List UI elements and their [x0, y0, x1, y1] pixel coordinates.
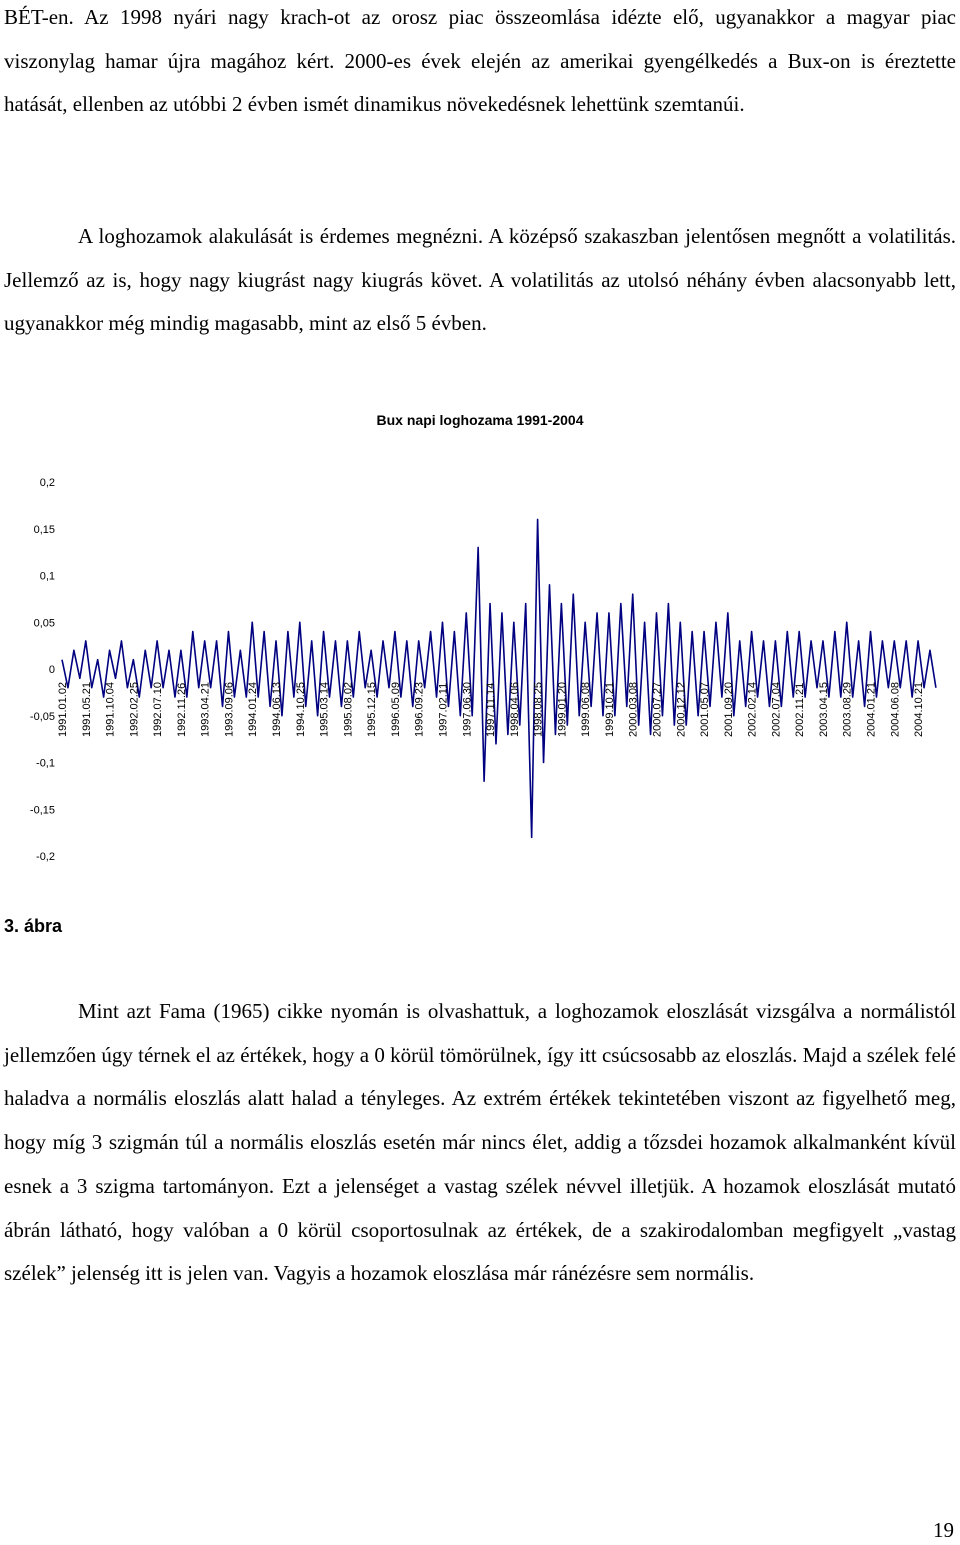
- x-tick-label: 1998.08.25: [533, 682, 545, 737]
- x-tick-label: 2003.04.15: [818, 682, 830, 737]
- x-tick-label: 2000.12.12: [675, 682, 687, 737]
- x-tick-label: 2002.07.04: [770, 682, 782, 737]
- y-tick-label: 0: [49, 664, 55, 676]
- y-tick-label: 0,2: [40, 477, 55, 489]
- x-tick-label: 1996.09.23: [414, 682, 426, 737]
- x-tick-label: 1999.06.08: [580, 682, 592, 737]
- x-tick-label: 1991.01.02: [57, 682, 69, 737]
- x-tick-label: 2004.10.21: [913, 682, 925, 737]
- caption: 3. ábra: [4, 916, 63, 936]
- x-tick-label: 1991.10.04: [105, 682, 117, 737]
- y-tick-label: -0,2: [36, 851, 55, 863]
- x-tick-label: 2003.08.29: [842, 682, 854, 737]
- y-tick-label: 0,05: [34, 617, 55, 629]
- x-tick-label: 1993.09.06: [223, 682, 235, 737]
- y-tick-label: -0,05: [30, 711, 55, 723]
- x-tick-label: 2001.09.20: [723, 682, 735, 737]
- x-tick-label: 1999.10.21: [604, 682, 616, 737]
- x-tick-label: 1997.06.30: [461, 682, 473, 737]
- y-tick-label: 0,1: [40, 571, 55, 583]
- page-number: 19: [933, 1518, 954, 1542]
- x-tick-label: 1994.06.13: [271, 682, 283, 737]
- x-tick-label: 1995.08.02: [342, 682, 354, 737]
- paragraph: Mint azt Fama (1965) cikke nyomán is olv…: [4, 999, 956, 1286]
- x-tick-label: 1995.12.15: [366, 682, 378, 737]
- chart-title: Bux napi loghozama 1991-2004: [377, 412, 584, 428]
- x-tick-label: 1993.04.21: [200, 682, 212, 737]
- x-tick-label: 1999.01.20: [556, 682, 568, 737]
- paragraph: BÉT-en. Az 1998 nyári nagy krach-ot az o…: [4, 5, 956, 117]
- x-tick-label: 1997.11.14: [485, 683, 497, 737]
- y-tick-label: -0,1: [36, 758, 55, 770]
- x-tick-label: 2004.01.21: [866, 682, 878, 737]
- x-tick-label: 1996.05.09: [390, 682, 402, 737]
- x-tick-label: 2000.07.27: [652, 682, 664, 737]
- paragraph: A loghozamok alakulását is érdemes megné…: [4, 224, 956, 336]
- x-tick-label: 1994.01.24: [247, 682, 259, 737]
- x-tick-label: 2002.11.21: [794, 683, 806, 737]
- x-tick-label: 1992.02.25: [128, 682, 140, 737]
- y-tick-label: -0,15: [30, 804, 55, 816]
- chart: Bux napi loghozama 1991-2004 0,2 0,15 0,1 0…: [30, 412, 937, 863]
- x-tick-label: 2001.05.07: [699, 682, 711, 737]
- x-tick-label: 2002.02.14: [747, 682, 759, 737]
- x-tick-label: 1991.05.21: [81, 682, 93, 737]
- x-tick-label: 2000.03.08: [628, 682, 640, 737]
- line: [61, 518, 937, 839]
- x-tick-label: 1992.07.10: [152, 682, 164, 737]
- x-tick-label: 2004.06.08: [889, 682, 901, 737]
- x-tick-label: 1994.10.25: [295, 682, 307, 737]
- x-tick-label: 1998.04.06: [509, 682, 521, 737]
- x-tick-label: 1997.02.11: [437, 683, 449, 737]
- x-tick-label: 1995.03.14: [319, 682, 331, 737]
- x-tick-label: 1992.11.26: [176, 683, 188, 737]
- y-tick-label: 0,15: [34, 524, 55, 536]
